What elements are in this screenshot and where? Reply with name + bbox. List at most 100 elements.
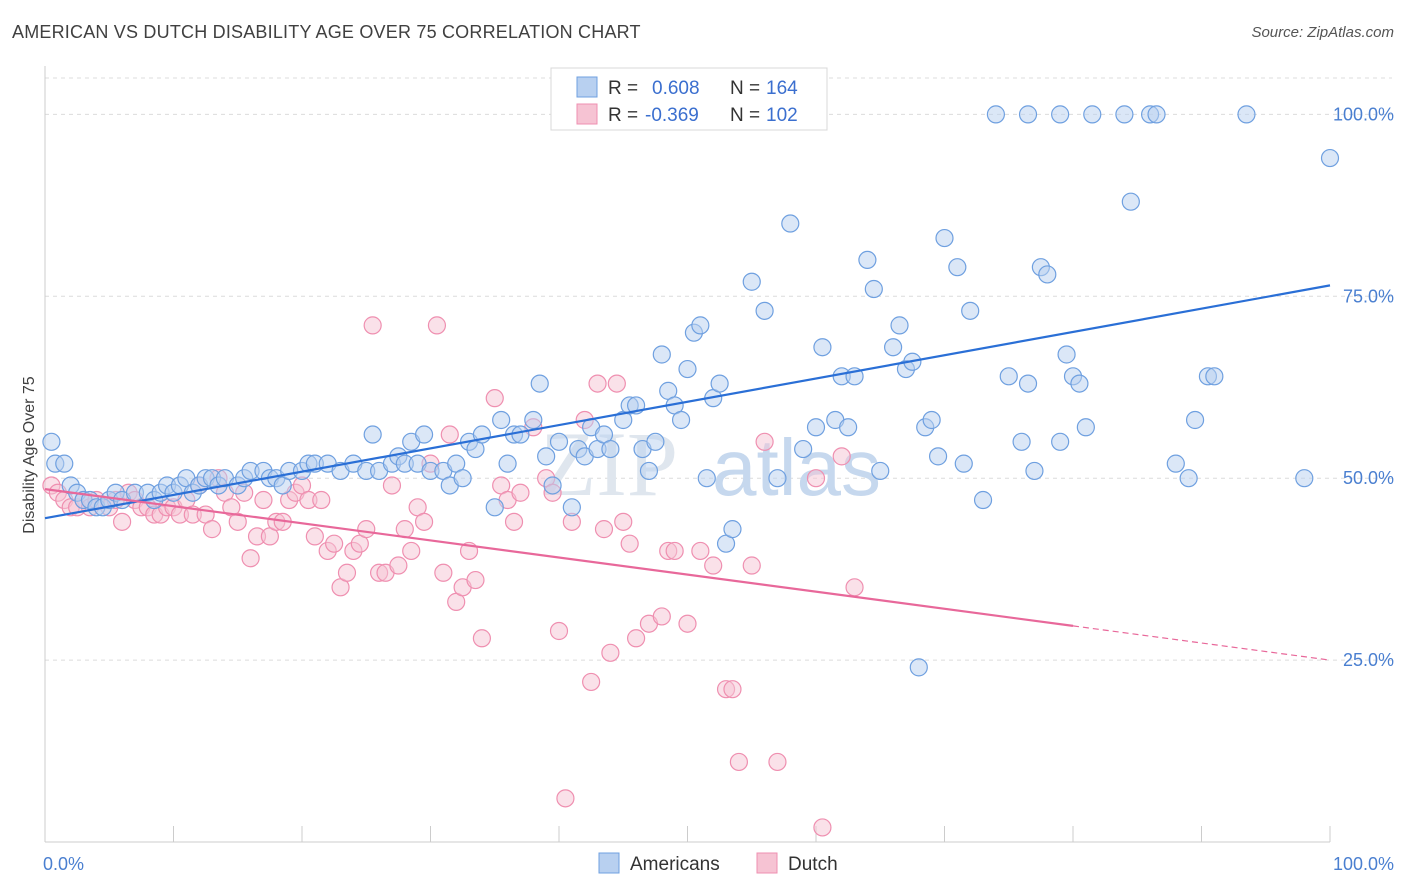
- american-point: [498, 454, 517, 473]
- legend-n-label-2: N =: [730, 105, 760, 126]
- dutch-point: [112, 512, 132, 531]
- dutch-point: [755, 432, 774, 451]
- y-tick-label: 75.0%: [1343, 286, 1394, 306]
- american-point: [954, 454, 973, 473]
- american-point: [1205, 367, 1224, 386]
- dutch-point: [691, 541, 710, 561]
- dutch-point: [768, 752, 787, 772]
- dutch-point: [466, 570, 485, 590]
- american-point: [543, 476, 562, 495]
- bottom-legend: Americans Dutch: [598, 852, 838, 875]
- dutch-point: [202, 520, 222, 539]
- american-point: [1115, 105, 1134, 124]
- americans-trend-line: [44, 284, 1331, 520]
- american-point: [871, 461, 890, 481]
- american-point: [961, 301, 980, 320]
- american-point: [511, 425, 530, 444]
- american-point: [1076, 418, 1095, 437]
- american-point: [948, 258, 967, 277]
- american-point: [562, 498, 581, 517]
- dutch-trend-line-extension: [1072, 625, 1331, 661]
- american-point: [1237, 105, 1256, 124]
- american-point: [1179, 469, 1198, 488]
- american-point: [839, 418, 858, 437]
- dutch-point: [414, 512, 434, 531]
- axes: [44, 66, 1331, 843]
- american-point: [922, 410, 941, 430]
- american-point: [414, 425, 434, 444]
- dutch-point: [472, 629, 491, 648]
- dutch-point: [607, 374, 626, 393]
- dutch-point: [363, 316, 382, 335]
- y-tick-label: 100.0%: [1333, 104, 1394, 124]
- american-point: [1038, 265, 1057, 284]
- american-point: [986, 105, 1006, 124]
- american-point: [1051, 432, 1070, 451]
- american-point: [1295, 469, 1314, 488]
- source-label: Source: ZipAtlas.com: [1251, 24, 1394, 41]
- dutch-point: [241, 549, 260, 568]
- watermark-atlas: atlas: [712, 423, 881, 512]
- american-point: [755, 301, 774, 320]
- dutch-points: [42, 316, 864, 837]
- dutch-point: [382, 476, 402, 495]
- x-tick-labels: 0.0% 100.0%: [43, 854, 1394, 874]
- american-point: [678, 359, 697, 379]
- american-point: [883, 338, 903, 357]
- american-point: [639, 461, 659, 481]
- dutch-point: [305, 527, 324, 546]
- american-point: [768, 469, 787, 488]
- trend-lines: [44, 284, 1331, 661]
- american-points: [42, 105, 1340, 677]
- american-point: [1057, 345, 1076, 364]
- american-point: [55, 454, 74, 473]
- american-point: [1051, 105, 1070, 124]
- dutch-point: [813, 818, 832, 837]
- dutch-point: [614, 512, 633, 531]
- dutch-point: [337, 563, 357, 582]
- american-point: [1083, 105, 1102, 124]
- american-point: [537, 447, 556, 466]
- legend-n-value-1: 164: [766, 78, 798, 99]
- dutch-point: [723, 680, 742, 699]
- dutch-point: [402, 541, 421, 561]
- american-point: [1166, 454, 1185, 473]
- american-point: [813, 338, 832, 357]
- american-point: [652, 345, 671, 364]
- bottom-legend-dutch: Dutch: [788, 854, 838, 875]
- american-point: [781, 214, 800, 233]
- american-point: [909, 658, 928, 677]
- american-point: [890, 316, 909, 335]
- american-point: [524, 410, 543, 430]
- dutch-point: [325, 534, 344, 553]
- american-point: [601, 439, 620, 459]
- y-tick-label: 25.0%: [1343, 650, 1394, 670]
- dutch-point: [582, 672, 601, 692]
- y-axis-label: Disability Age Over 75: [21, 376, 38, 534]
- american-point: [973, 490, 993, 510]
- dutch-point: [652, 607, 671, 626]
- american-point: [806, 418, 826, 437]
- american-point: [363, 425, 382, 444]
- dutch-point: [742, 556, 761, 575]
- dutch-point: [588, 374, 607, 393]
- american-point: [549, 432, 569, 451]
- legend-r-label-2: R =: [608, 105, 638, 126]
- legend-n-value-2: 102: [766, 105, 798, 126]
- legend-r-value-1: 0.608: [652, 78, 700, 99]
- dutch-point: [440, 425, 459, 444]
- dutch-point: [806, 469, 826, 488]
- american-point: [1025, 461, 1044, 481]
- dutch-point: [620, 534, 639, 553]
- x-tick-label: 100.0%: [1333, 854, 1394, 874]
- dutch-point: [485, 389, 504, 408]
- dutch-point: [704, 556, 723, 575]
- dutch-point: [845, 578, 864, 597]
- dutch-point: [434, 563, 453, 582]
- bottom-legend-americans: Americans: [630, 854, 720, 875]
- american-point: [1018, 374, 1038, 393]
- american-point: [492, 410, 511, 430]
- dutch-point: [678, 614, 697, 633]
- american-point: [691, 316, 710, 335]
- legend-r-value-2: -0.369: [645, 105, 699, 126]
